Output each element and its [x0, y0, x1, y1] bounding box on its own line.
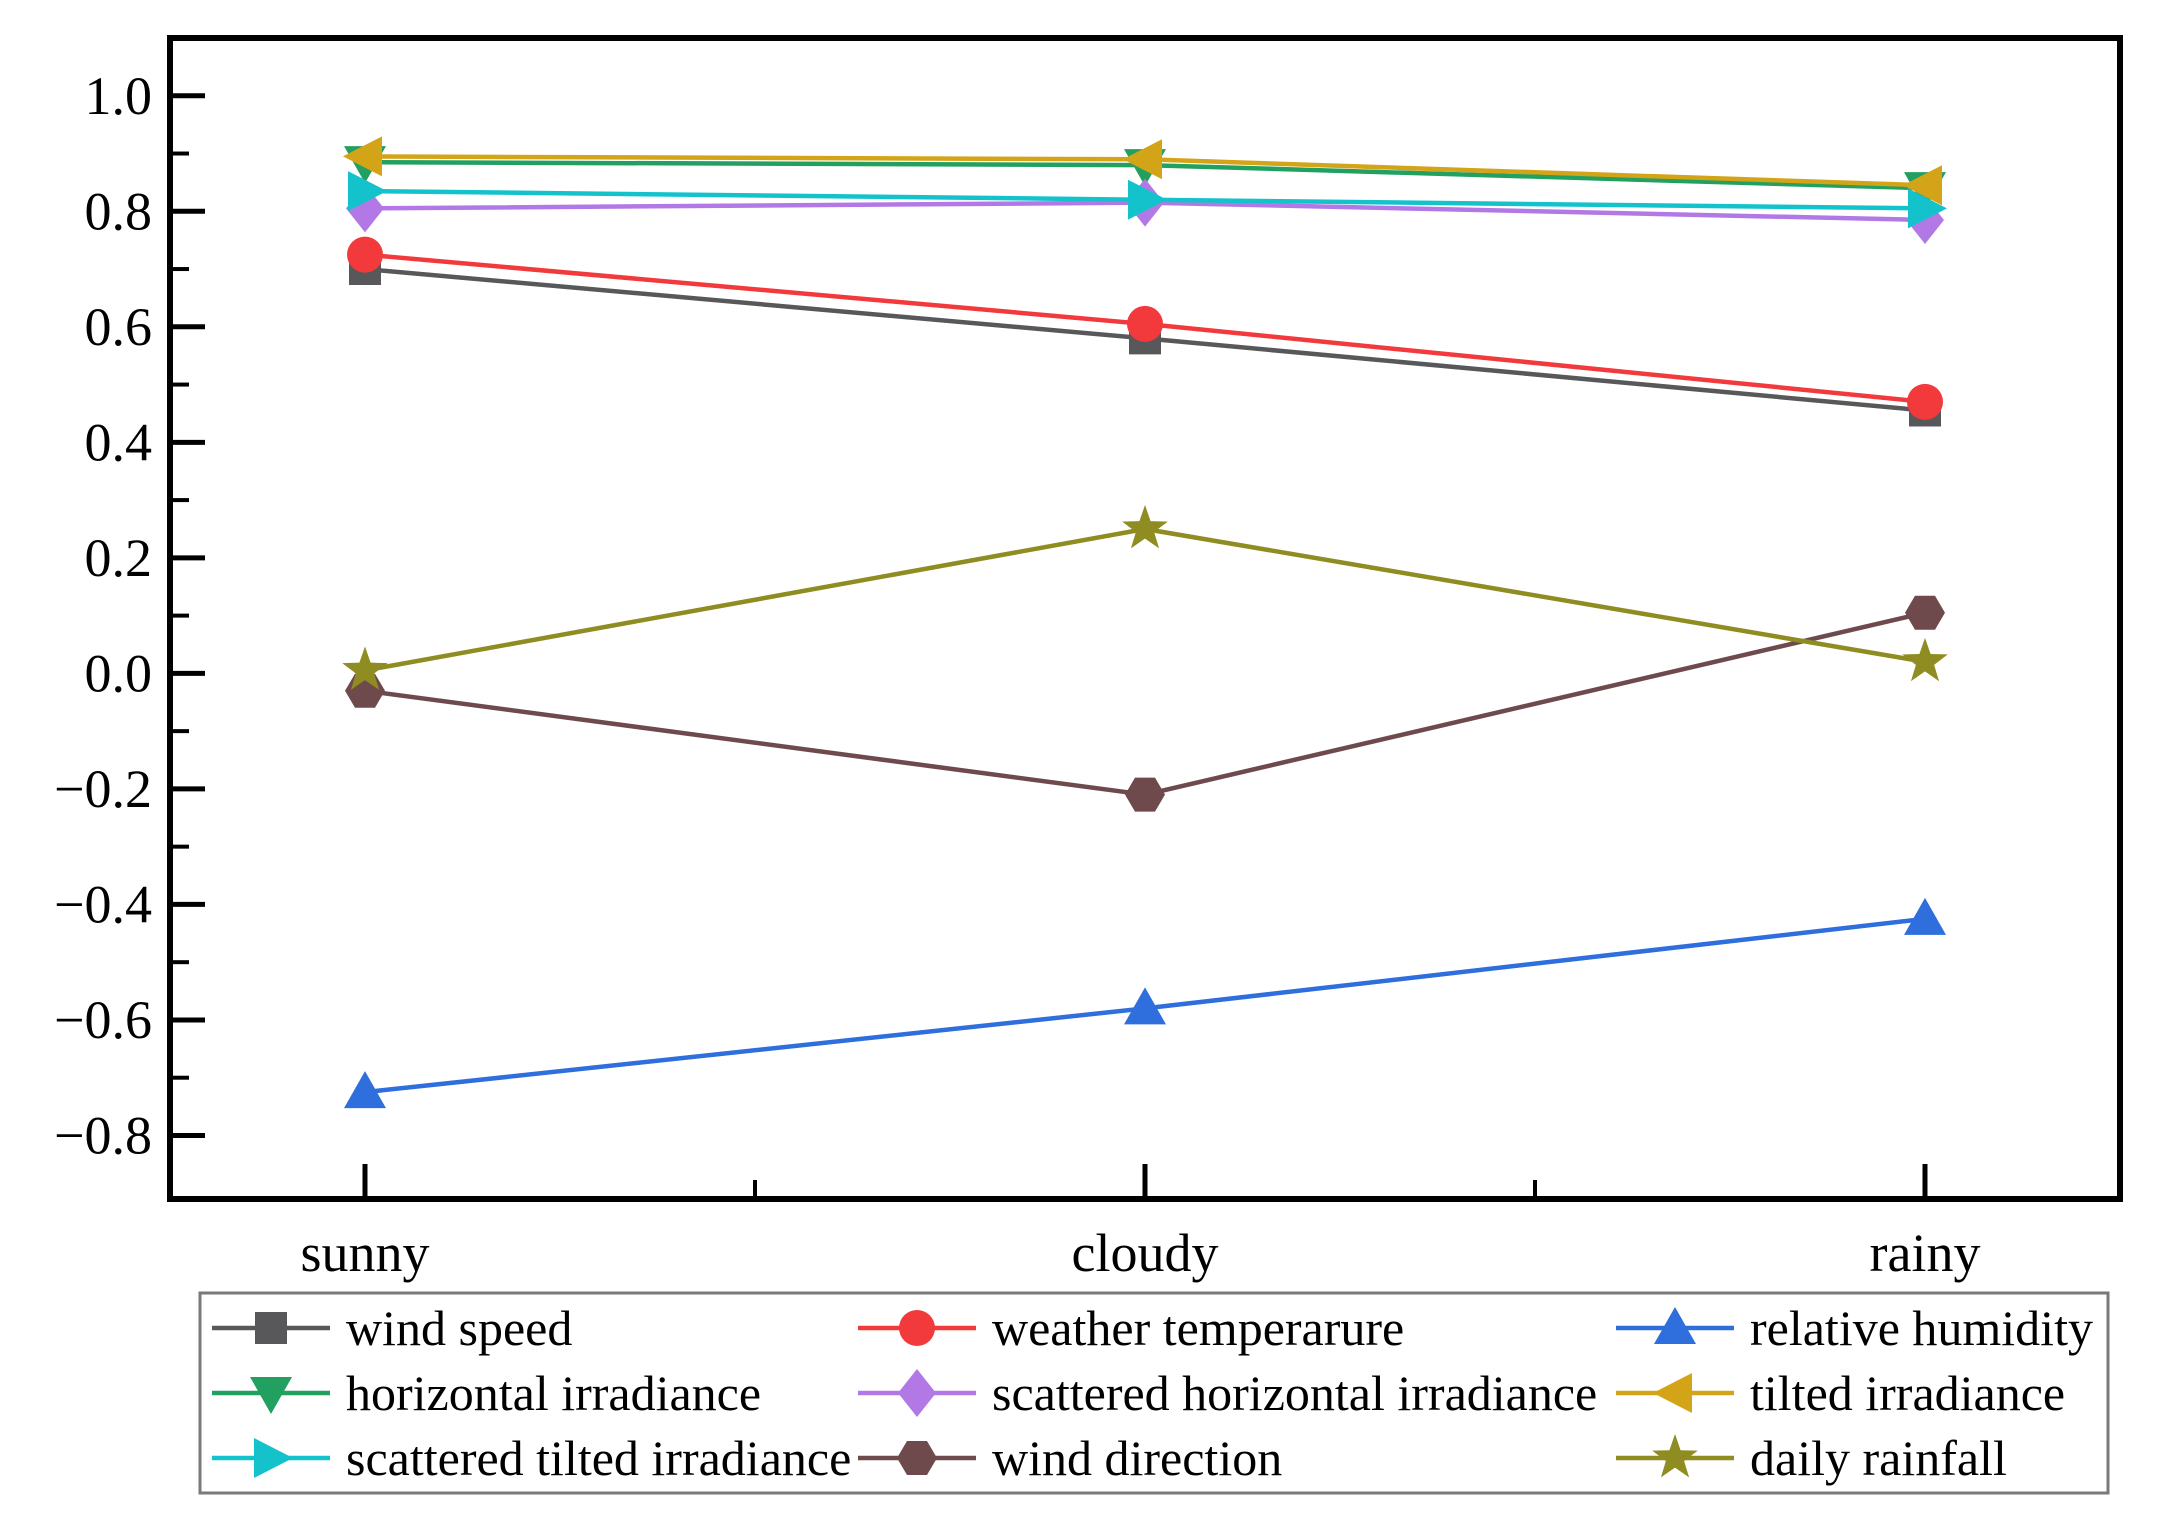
legend-entry-relative-humidity: relative humidity: [1616, 1300, 2093, 1356]
data-point-scattered-tilted-irradiance-rainy: [1908, 188, 1947, 229]
series-line-daily-rainfall: [364, 526, 1926, 673]
circle-icon: [899, 1310, 935, 1346]
legend-label-weather-temperarure: weather temperarure: [992, 1300, 1404, 1356]
legend-label-daily-rainfall: daily rainfall: [1750, 1430, 2007, 1486]
legend-entry-horizontal-irradiance: horizontal irradiance: [212, 1365, 761, 1421]
legend-label-horizontal-irradiance: horizontal irradiance: [346, 1365, 761, 1421]
series-scattered-tilted-irradiance: [348, 171, 1947, 229]
y-axis-tick-label: −0.4: [54, 874, 152, 934]
data-point-tilted-irradiance-sunny: [343, 136, 382, 177]
star-icon: [1652, 1434, 1698, 1478]
legend-entry-wind-direction: wind direction: [858, 1430, 1282, 1486]
data-point-relative-humidity-rainy: [1904, 897, 1946, 935]
legend-box: [198, 1291, 2110, 1495]
triangle-down-icon: [250, 1377, 292, 1414]
y-axis-tick-label: 0.8: [85, 181, 153, 241]
x-axis-tick-label-sunny: sunny: [300, 1223, 429, 1283]
triangle-right-icon: [254, 1438, 293, 1478]
x-axis-tick-label-rainy: rainy: [1870, 1223, 1981, 1283]
series-line-wind-direction: [364, 610, 1926, 797]
plot-border-box: [167, 35, 2123, 1202]
data-point-weather-temperarure-cloudy: [1127, 305, 1163, 342]
legend-label-wind-direction: wind direction: [992, 1430, 1282, 1486]
y-axis-tick-label: −0.6: [54, 990, 152, 1050]
y-axis-tick-label: −0.8: [54, 1105, 152, 1165]
data-point-wind-direction-cloudy: [1125, 777, 1165, 812]
y-axis-tick-label: −0.2: [54, 759, 152, 819]
legend-label-relative-humidity: relative humidity: [1750, 1300, 2093, 1356]
legend-entry-tilted-irradiance: tilted irradiance: [1616, 1365, 2065, 1421]
y-axis-tick-label: 0.2: [85, 528, 153, 588]
series-relative-humidity: [344, 897, 1946, 1109]
series-daily-rainfall: [342, 504, 1948, 690]
series-scattered-horizontal-irradiance: [346, 178, 1944, 244]
data-point-relative-humidity-sunny: [344, 1071, 386, 1109]
data-point-daily-rainfall-cloudy: [1122, 504, 1168, 549]
legend-label-tilted-irradiance: tilted irradiance: [1750, 1365, 2065, 1421]
legend-entry-daily-rainfall: daily rainfall: [1616, 1430, 2007, 1486]
data-point-scattered-tilted-irradiance-sunny: [348, 171, 387, 212]
y-axis-tick-label: 1.0: [85, 66, 153, 126]
y-axis-tick-label: 0.0: [85, 643, 153, 703]
x-axis-tick-label-cloudy: cloudy: [1072, 1223, 1219, 1283]
data-point-daily-rainfall-sunny: [342, 646, 388, 690]
triangle-up-icon: [1654, 1307, 1696, 1344]
legend-entry-wind-speed: wind speed: [212, 1300, 572, 1356]
diamond-icon: [898, 1369, 936, 1417]
data-point-scattered-tilted-irradiance-cloudy: [1128, 179, 1167, 220]
y-axis-tick-label: 0.4: [85, 412, 153, 472]
legend-entry-scattered-tilted-irradiance: scattered tilted irradiance: [212, 1430, 851, 1486]
data-point-weather-temperarure-sunny: [347, 236, 383, 273]
data-point-tilted-irradiance-rainy: [1903, 165, 1942, 206]
data-point-wind-direction-rainy: [1905, 595, 1945, 630]
series-weather-temperarure: [347, 236, 1943, 420]
square-icon: [255, 1312, 287, 1344]
hexagon-icon: [897, 1441, 937, 1475]
data-point-weather-temperarure-rainy: [1907, 383, 1943, 420]
legend-label-scattered-horizontal-irradiance: scattered horizontal irradiance: [992, 1365, 1597, 1421]
legend-label-wind-speed: wind speed: [346, 1300, 572, 1356]
series-tilted-irradiance: [343, 136, 1942, 206]
data-point-tilted-irradiance-cloudy: [1123, 139, 1162, 180]
legend-entry-scattered-horizontal-irradiance: scattered horizontal irradiance: [858, 1365, 1597, 1421]
legend-label-scattered-tilted-irradiance: scattered tilted irradiance: [346, 1430, 851, 1486]
legend-entry-weather-temperarure: weather temperarure: [858, 1300, 1404, 1356]
data-point-relative-humidity-cloudy: [1124, 987, 1166, 1025]
series-wind-direction: [345, 595, 1945, 812]
triangle-left-icon: [1653, 1373, 1692, 1413]
y-axis-tick-label: 0.6: [85, 297, 153, 357]
data-point-daily-rainfall-rainy: [1902, 637, 1948, 682]
